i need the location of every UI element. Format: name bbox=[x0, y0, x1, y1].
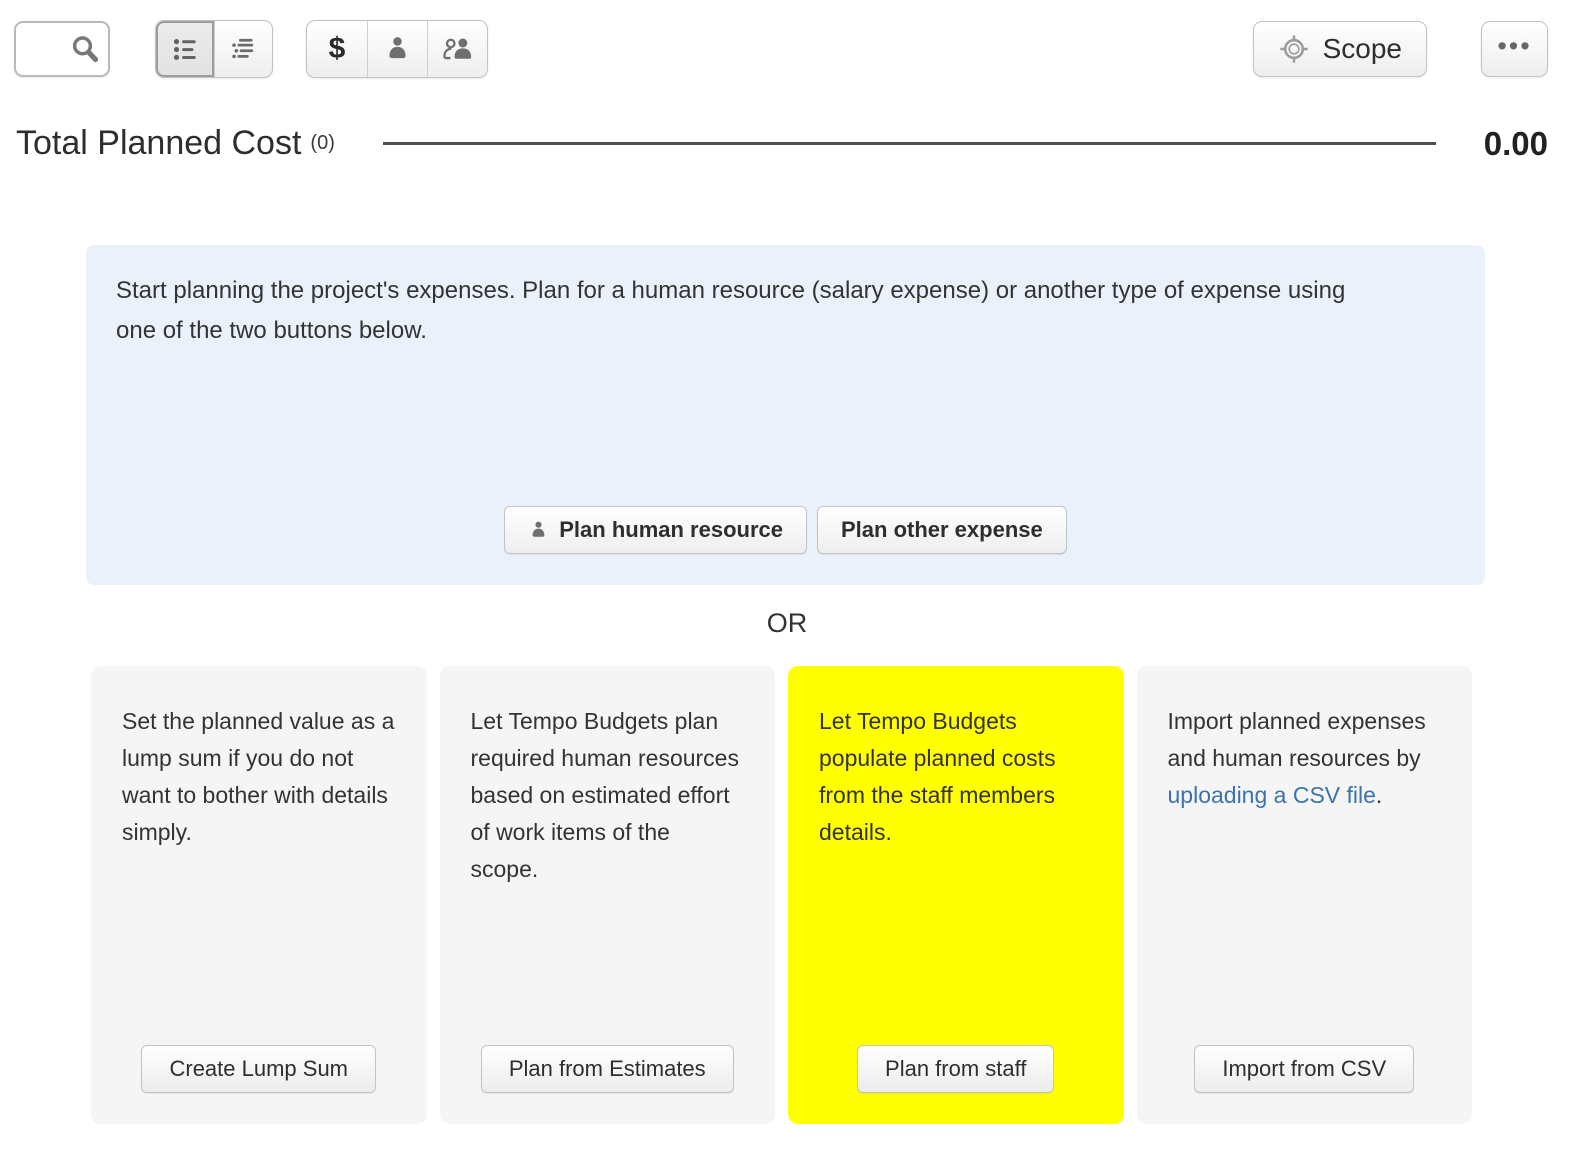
search-input[interactable] bbox=[26, 36, 70, 62]
info-panel-buttons: Plan human resource Plan other expense bbox=[116, 506, 1455, 554]
plan-other-expense-label: Plan other expense bbox=[841, 517, 1043, 542]
toolbar: $ bbox=[0, 0, 1574, 78]
plan-other-expense-button[interactable]: Plan other expense bbox=[817, 506, 1067, 554]
getting-started-panel: Start planning the project's expenses. P… bbox=[86, 245, 1485, 585]
cost-view-button[interactable]: $ bbox=[307, 21, 367, 77]
page-title: Total Planned Cost bbox=[16, 124, 302, 162]
plan-from-estimates-card-text: Let Tempo Budgets plan required human re… bbox=[470, 708, 739, 882]
planning-options-cards: Set the planned value as a lump sum if y… bbox=[91, 666, 1472, 1124]
plan-from-staff-button[interactable]: Plan from staff bbox=[857, 1045, 1055, 1093]
total-planned-cost-value: 0.00 bbox=[1483, 124, 1548, 162]
item-count: (0) bbox=[310, 132, 335, 154]
bulleted-list-icon bbox=[172, 36, 199, 63]
person-icon bbox=[528, 520, 549, 541]
person-view-button[interactable] bbox=[367, 21, 427, 77]
ellipsis-icon: ••• bbox=[1497, 30, 1532, 61]
plan-from-staff-card: Let Tempo Budgets populate planned costs… bbox=[788, 666, 1124, 1124]
heading-row: Total Planned Cost (0) 0.00 bbox=[16, 124, 1548, 163]
person-icon bbox=[383, 35, 412, 64]
metric-toggle-group: $ bbox=[306, 20, 488, 78]
people-view-button[interactable] bbox=[427, 21, 487, 77]
plan-from-estimates-button[interactable]: Plan from Estimates bbox=[480, 1045, 734, 1093]
import-csv-card: Import planned expenses and human resour… bbox=[1136, 666, 1472, 1124]
plan-from-staff-card-text: Let Tempo Budgets populate planned costs… bbox=[819, 708, 1056, 845]
lump-sum-card: Set the planned value as a lump sum if y… bbox=[91, 666, 427, 1124]
import-csv-text-before: Import planned expenses and human resour… bbox=[1167, 708, 1426, 771]
scope-button-label: Scope bbox=[1322, 33, 1402, 64]
flat-view-button[interactable] bbox=[156, 21, 214, 77]
upload-csv-link[interactable]: uploading a CSV file bbox=[1167, 782, 1376, 808]
create-lump-sum-button[interactable]: Create Lump Sum bbox=[141, 1045, 377, 1093]
crosshair-icon bbox=[1278, 33, 1310, 65]
lump-sum-card-text: Set the planned value as a lump sum if y… bbox=[122, 708, 395, 845]
heading-rule bbox=[382, 142, 1436, 145]
scope-button[interactable]: Scope bbox=[1252, 21, 1427, 77]
or-divider: OR bbox=[766, 608, 808, 638]
import-from-csv-button[interactable]: Import from CSV bbox=[1194, 1045, 1415, 1093]
plan-human-resource-label: Plan human resource bbox=[559, 517, 783, 542]
view-toggle-group bbox=[155, 20, 273, 78]
import-csv-text-after: . bbox=[1375, 782, 1383, 808]
search-icon bbox=[70, 34, 100, 64]
indented-list-icon bbox=[230, 36, 257, 63]
getting-started-message: Start planning the project's expenses. P… bbox=[116, 277, 1346, 344]
tree-view-button[interactable] bbox=[214, 21, 272, 77]
search-box[interactable] bbox=[14, 21, 110, 77]
plan-human-resource-button[interactable]: Plan human resource bbox=[504, 506, 807, 554]
plan-from-estimates-card: Let Tempo Budgets plan required human re… bbox=[439, 666, 775, 1124]
people-icon bbox=[441, 35, 475, 64]
more-actions-button[interactable]: ••• bbox=[1481, 21, 1548, 77]
import-csv-card-text: Import planned expenses and human resour… bbox=[1168, 703, 1442, 814]
dollar-icon: $ bbox=[328, 32, 346, 65]
